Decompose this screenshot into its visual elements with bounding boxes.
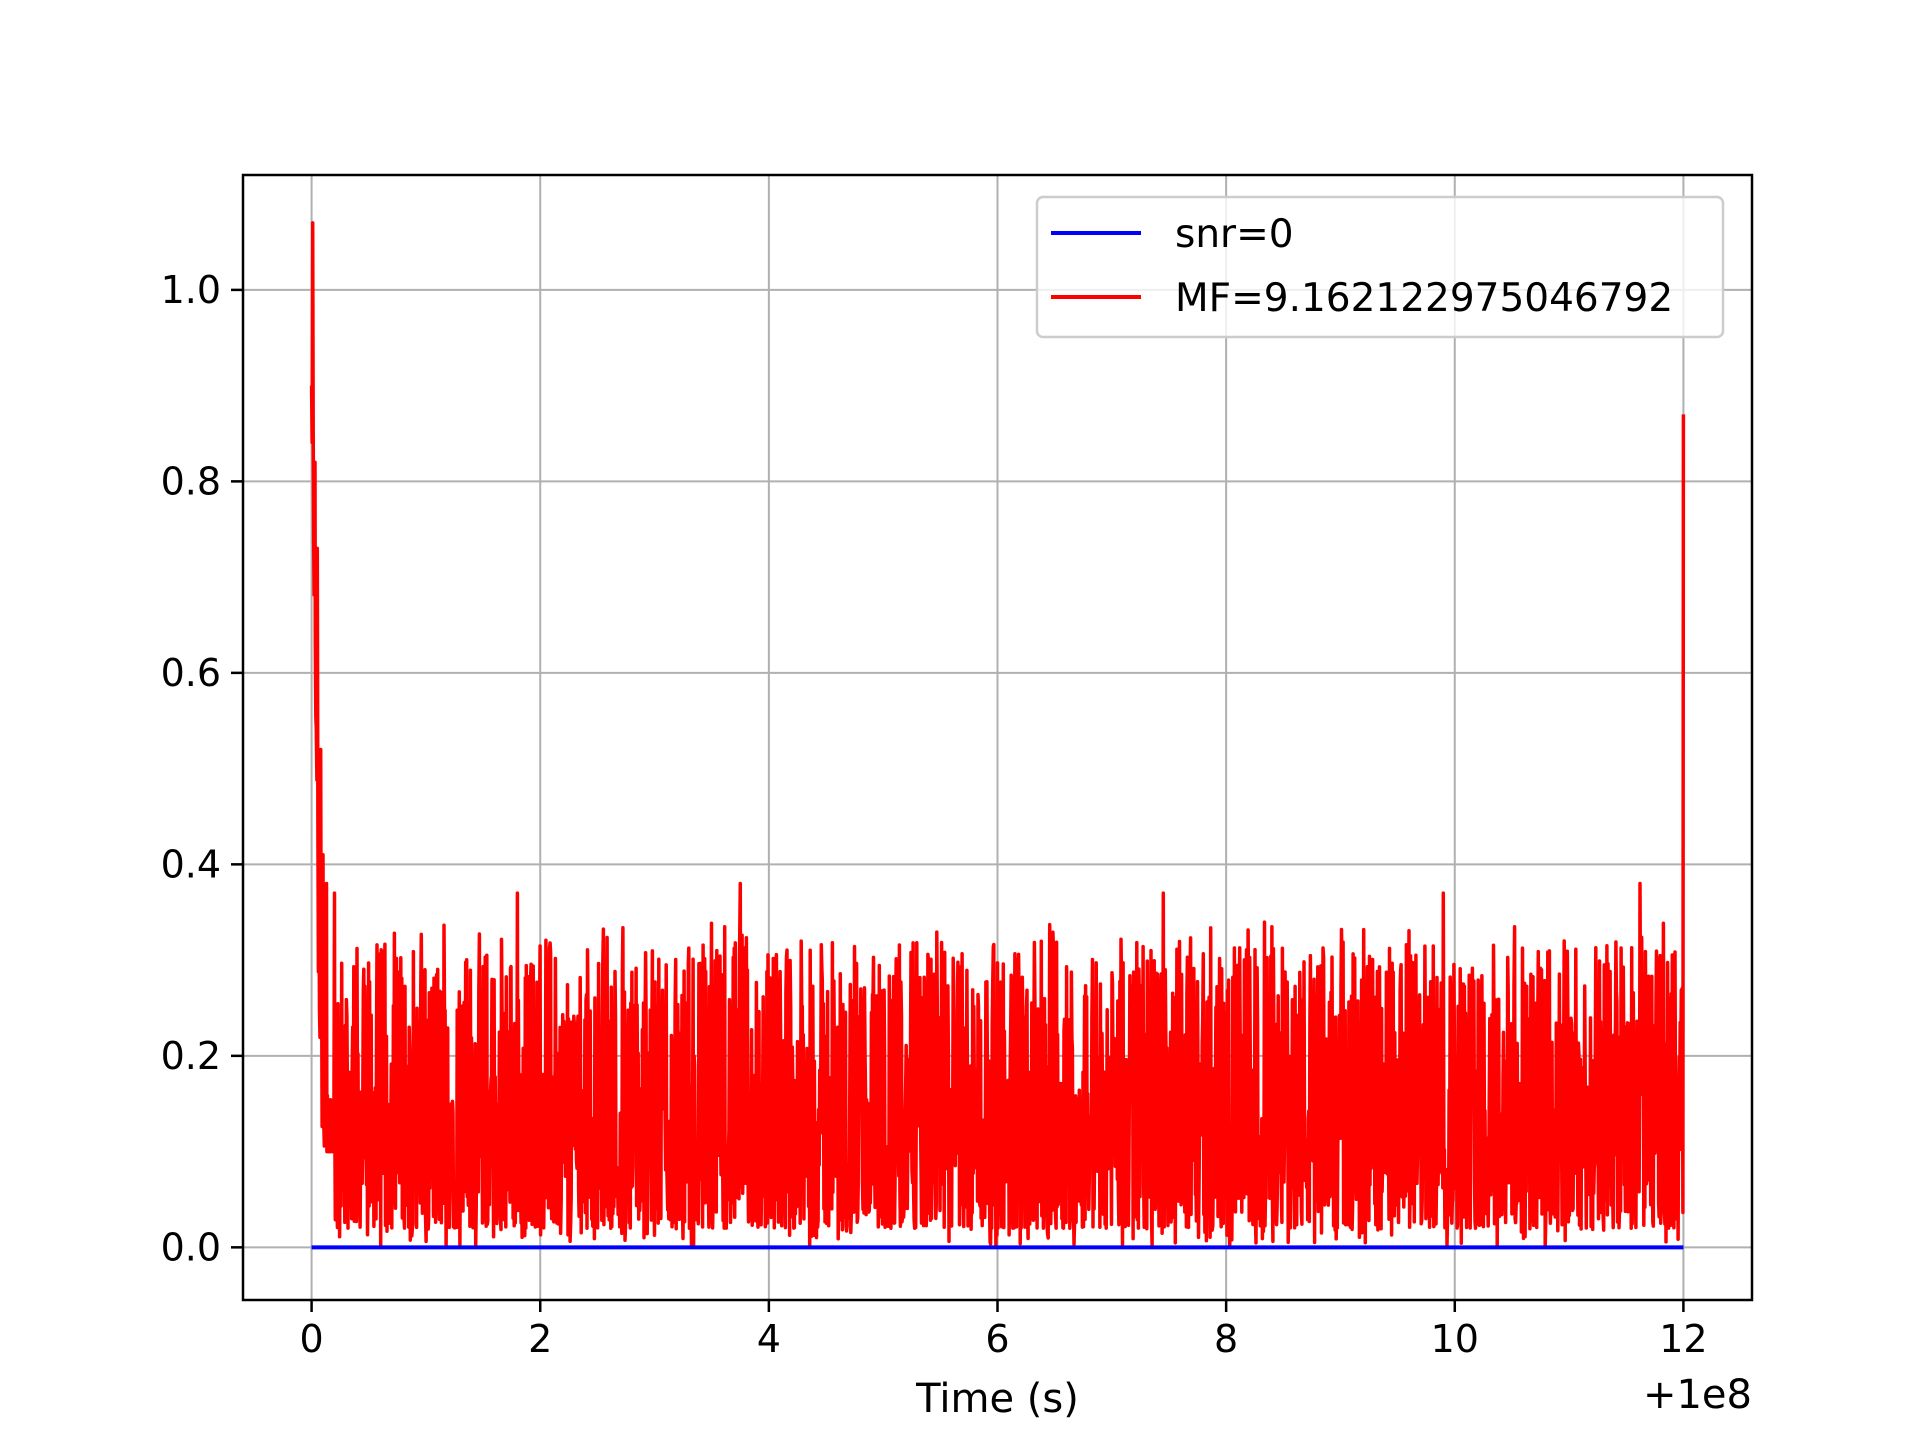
x-tick-label: 4 [757,1317,781,1361]
y-axis-ticks: 0.0 0.2 0.4 0.6 0.8 1.0 [161,268,243,1269]
series-line-mf [309,221,1686,1250]
x-axis-ticks: 0 2 4 6 8 10 12 [299,1300,1708,1361]
legend-label-mf: MF=9.162122975046792 [1175,276,1673,321]
x-tick-label: 8 [1214,1317,1238,1361]
y-tick-label: 0.4 [161,842,221,886]
x-tick-label: 12 [1659,1317,1707,1361]
x-axis-label: Time (s) [915,1376,1079,1422]
y-tick-label: 0.8 [161,459,221,503]
x-axis-offset-label: +1e8 [1643,1372,1752,1418]
x-tick-label: 0 [299,1317,323,1361]
series-layer [309,221,1686,1250]
legend-box [1035,195,1725,339]
x-tick-label: 2 [528,1317,552,1361]
y-tick-label: 1.0 [161,268,221,312]
y-tick-label: 0.6 [161,651,221,695]
legend-label-snr: snr=0 [1175,212,1294,257]
x-tick-label: 6 [985,1317,1009,1361]
legend: snr=0 MF=9.162122975046792 [1035,195,1725,339]
y-tick-label: 0.2 [161,1034,221,1078]
x-tick-label: 10 [1431,1317,1479,1361]
y-tick-label: 0.0 [161,1225,221,1269]
